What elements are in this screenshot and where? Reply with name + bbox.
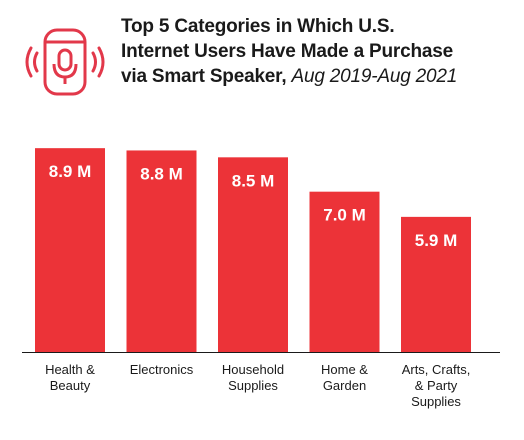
bar-value-label-4: 5.9 M [415,231,458,250]
bar-value-label-3: 7.0 M [323,206,366,225]
bar-0 [35,148,105,352]
chart-title-line-3: via Smart Speaker, Aug 2019-Aug 2021 [121,64,517,89]
bar-1 [126,150,197,352]
chart-title-line-2: Internet Users Have Made a Purchase [121,41,453,62]
category-label-1: Electronics [130,362,194,377]
category-label-4: Arts, Crafts, & Party Supplies [402,362,471,409]
bar-2 [218,157,288,352]
smart-speaker-icon [20,22,110,102]
chart-title: Top 5 Categories in Which U.S. Internet … [121,14,517,89]
bar-3 [309,191,380,352]
chart-header: Top 5 Categories in Which U.S. Internet … [0,0,524,110]
bar-value-label-1: 8.8 M [140,164,183,183]
category-label-0: Health & Beauty [45,362,95,393]
bar-value-label-0: 8.9 M [49,162,92,181]
chart-title-date: Aug 2019-Aug 2021 [291,66,458,87]
bar-value-label-2: 8.5 M [232,171,275,190]
category-label-2: Household Supplies [222,362,284,393]
chart-title-line-3-text: via Smart Speaker, [121,66,287,87]
category-label-3: Home & Garden [321,362,368,393]
bar-4 [401,216,471,352]
chart-title-line-1: Top 5 Categories in Which U.S. [121,16,395,37]
